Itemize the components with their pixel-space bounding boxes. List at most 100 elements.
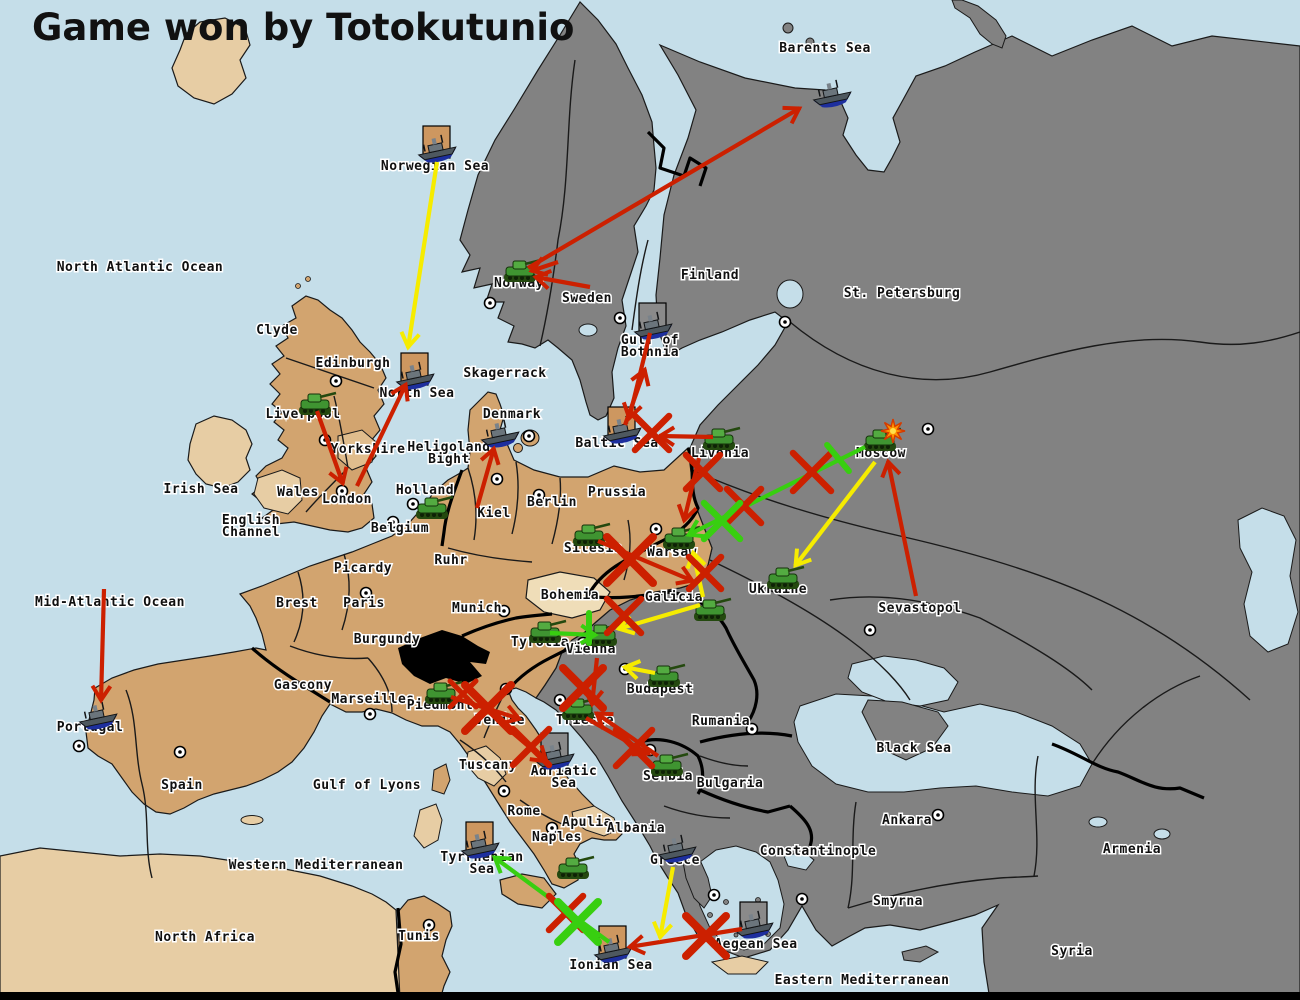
island-orkney-1 bbox=[295, 283, 301, 289]
label-albania: Albania bbox=[607, 821, 665, 836]
supply-center-dot bbox=[613, 311, 627, 325]
label-rumania: Rumania bbox=[692, 714, 750, 729]
province-bohemia-patch[interactable] bbox=[525, 571, 611, 619]
failed-order-x-red bbox=[559, 664, 607, 712]
peninsula-crimea bbox=[861, 699, 949, 761]
tank-icon bbox=[414, 495, 455, 521]
label-ankara: Ankara bbox=[882, 813, 932, 828]
failed-order-x-red bbox=[682, 912, 730, 960]
fleet-aegean-sea[interactable] bbox=[731, 901, 776, 943]
supply-center-dot bbox=[497, 604, 511, 618]
failed-order-x-red bbox=[723, 485, 765, 527]
map-title: Game won by Totokutunio bbox=[32, 6, 575, 49]
fleet-tyrrhenian-sea[interactable] bbox=[457, 821, 502, 863]
label-sweden: Sweden bbox=[562, 291, 612, 306]
island-novaya-zemlya bbox=[951, 0, 1007, 49]
province-tuscany-patch[interactable] bbox=[465, 745, 507, 787]
supply-center-dot bbox=[359, 586, 373, 600]
tunis-land[interactable] bbox=[397, 895, 453, 1000]
landmass-russia-balkans-turkey[interactable] bbox=[535, 25, 1300, 1000]
supply-center-dot bbox=[532, 488, 546, 502]
lake-armenia-2 bbox=[1153, 828, 1171, 840]
sea-azov bbox=[847, 655, 959, 707]
order-arrow-red bbox=[532, 268, 591, 290]
label-london: London bbox=[322, 492, 372, 507]
failed-order-x-red bbox=[631, 412, 673, 454]
island-corsica[interactable] bbox=[431, 763, 451, 795]
supply-center-dot bbox=[931, 808, 945, 822]
label-st-petersburg: St. Petersburg bbox=[844, 286, 961, 301]
failed-order-x-red bbox=[603, 533, 657, 587]
label-irish-sea: Irish Sea bbox=[164, 482, 239, 497]
fleet-barents-sea[interactable] bbox=[809, 76, 854, 112]
label-galicia: Galicia bbox=[645, 590, 703, 605]
label-english-channel: English Channel bbox=[222, 513, 280, 540]
label-picardy: Picardy bbox=[334, 561, 392, 576]
label-berlin: Berlin bbox=[527, 495, 577, 510]
label-north-atlantic-ocean: North Atlantic Ocean bbox=[57, 260, 224, 275]
province-apulia-patch[interactable] bbox=[571, 805, 619, 837]
label-heligoland-bight: Heligoland Bight bbox=[407, 440, 490, 467]
order-arrow-red bbox=[626, 926, 743, 956]
label-bohemia: Bohemia bbox=[541, 588, 599, 603]
sea-marmara bbox=[783, 851, 815, 871]
army-ukraine[interactable] bbox=[765, 565, 806, 591]
supply-center-dot bbox=[707, 888, 721, 902]
failed-order-x-red bbox=[685, 553, 725, 593]
order-arrow-red bbox=[621, 332, 653, 422]
landmass-ireland[interactable] bbox=[187, 415, 253, 489]
label-munich: Munich bbox=[452, 601, 502, 616]
failed-order-x-red bbox=[461, 681, 515, 735]
label-constantinople: Constantinople bbox=[760, 844, 877, 859]
tank-icon bbox=[646, 663, 687, 689]
label-skagerrack: Skagerrack bbox=[463, 366, 546, 381]
island-crete bbox=[710, 955, 769, 975]
island-sardinia[interactable] bbox=[413, 803, 443, 849]
label-syria: Syria bbox=[1051, 944, 1093, 959]
label-tunis: Tunis bbox=[398, 929, 440, 944]
label-wales: Wales bbox=[277, 485, 319, 500]
province-yorkshire-patch[interactable] bbox=[337, 429, 377, 471]
failed-order-x-green bbox=[554, 898, 602, 946]
order-arrow-yellow bbox=[651, 866, 676, 941]
ship-icon bbox=[809, 76, 854, 112]
supply-center-dot bbox=[329, 374, 343, 388]
cut-support-tick-green bbox=[824, 441, 852, 475]
label-brest: Brest bbox=[276, 596, 318, 611]
supply-center-dot bbox=[72, 739, 86, 753]
fleet-north-sea[interactable] bbox=[392, 352, 437, 394]
island-sicily[interactable] bbox=[499, 873, 557, 909]
label-armenia: Armenia bbox=[1103, 842, 1161, 857]
failed-order-x-red bbox=[789, 449, 835, 495]
supply-center-dot bbox=[406, 497, 420, 511]
national-borders bbox=[250, 130, 1205, 1000]
failed-order-x-red bbox=[447, 678, 479, 710]
map-bottom-border bbox=[0, 992, 1300, 1000]
landmass-scandinavia[interactable] bbox=[459, 1, 657, 421]
supply-center-dot bbox=[173, 745, 187, 759]
units-layer bbox=[75, 76, 903, 967]
fleet-norwegian-sea[interactable] bbox=[414, 125, 459, 167]
fleet-ionian-sea[interactable] bbox=[590, 925, 635, 967]
marks-layer bbox=[447, 412, 906, 960]
label-barents-sea: Barents Sea bbox=[779, 41, 871, 56]
label-finland: Finland bbox=[681, 268, 739, 283]
supply-center-dot bbox=[921, 422, 935, 436]
province-wales-patch[interactable] bbox=[253, 469, 303, 515]
label-black-sea: Black Sea bbox=[877, 741, 952, 756]
army-budapest[interactable] bbox=[646, 663, 687, 689]
peninsula-greece-finger bbox=[682, 853, 713, 909]
label-clyde: Clyde bbox=[256, 323, 298, 338]
lake-vanern bbox=[578, 323, 598, 337]
order-arrow-red bbox=[526, 105, 803, 270]
fleet-gulf-of-bothnia[interactable] bbox=[630, 302, 675, 344]
island-funen bbox=[513, 443, 523, 453]
army-naples[interactable] bbox=[555, 855, 596, 881]
label-mid-atlantic-ocean: Mid-Atlantic Ocean bbox=[35, 595, 185, 610]
island-balearic bbox=[240, 815, 264, 825]
failed-order-x-green bbox=[700, 499, 744, 543]
label-ionian-sea: Ionian Sea bbox=[569, 958, 652, 973]
army-holland[interactable] bbox=[414, 495, 455, 521]
explosion-core bbox=[890, 428, 896, 434]
